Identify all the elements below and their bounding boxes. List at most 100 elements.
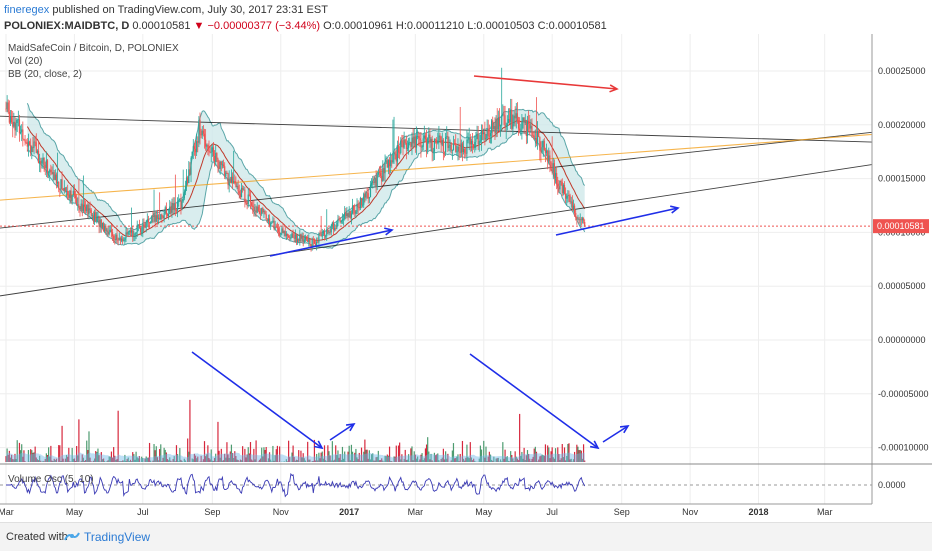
candle-body <box>395 152 396 154</box>
candle-body <box>212 147 213 152</box>
candle-body <box>349 211 350 217</box>
candle-body <box>275 227 276 229</box>
candle-body <box>334 228 335 230</box>
candle-body <box>241 188 242 197</box>
candle-body <box>91 210 92 216</box>
candle-body <box>576 217 577 219</box>
candle-body <box>220 162 221 169</box>
candle-body <box>188 169 189 183</box>
candle-body <box>484 132 485 139</box>
candle-body <box>584 222 585 226</box>
candle-body <box>561 181 562 182</box>
y-tick-label: 0.00000000 <box>878 335 926 345</box>
chart-header: fineregex published on TradingView.com, … <box>0 0 932 34</box>
candle-body <box>343 219 344 220</box>
candle-body <box>469 138 470 140</box>
candle-body <box>28 142 29 147</box>
candle-body <box>36 142 37 153</box>
candle-body <box>550 163 551 170</box>
tradingview-brand-link[interactable]: TradingView <box>84 530 150 544</box>
candle-body <box>381 176 382 181</box>
candle-body <box>295 234 296 238</box>
candle-body <box>333 222 334 229</box>
candle-body <box>23 139 24 140</box>
candle-body <box>323 231 324 233</box>
candle-body <box>541 147 542 152</box>
candle-body <box>389 160 390 166</box>
candle-body <box>50 170 51 172</box>
candle-body <box>243 190 244 191</box>
candle-body <box>107 231 108 235</box>
candle-body <box>11 117 12 122</box>
candle-body <box>513 116 514 125</box>
candle-body <box>456 151 457 152</box>
candle-body <box>252 206 253 207</box>
candle-body <box>27 142 28 146</box>
candle-body <box>548 155 549 161</box>
candle-body <box>113 236 114 239</box>
candle-body <box>257 207 258 213</box>
candle-body <box>186 177 187 186</box>
candle-body <box>205 140 206 147</box>
publisher-link[interactable]: fineregex <box>4 4 49 16</box>
candle-body <box>340 220 341 222</box>
candle-body <box>96 216 97 221</box>
candle-body <box>251 202 252 205</box>
x-tick-label: Sep <box>204 507 220 517</box>
candle-body <box>227 173 228 185</box>
candle-body <box>524 118 525 123</box>
candle-body <box>573 206 574 210</box>
candle-body <box>18 119 19 120</box>
candle-body <box>531 126 532 135</box>
candle-body <box>499 118 500 126</box>
candle-body <box>393 152 394 155</box>
candle-body <box>404 140 405 148</box>
candle-body <box>137 226 138 232</box>
candle-body <box>49 170 50 172</box>
candle-body <box>419 138 420 140</box>
candle-body <box>176 210 177 211</box>
candle-body <box>105 226 106 231</box>
candle-body <box>543 141 544 147</box>
candle-body <box>261 208 262 214</box>
candle-body <box>568 195 569 196</box>
candle-body <box>526 120 527 136</box>
candle-body <box>418 136 419 138</box>
candle-body <box>61 179 62 189</box>
candle-body <box>537 131 538 143</box>
candle-body <box>17 120 18 123</box>
candle-body <box>384 162 385 173</box>
candle-body <box>441 137 442 145</box>
candle-body <box>106 231 107 232</box>
candle-body <box>503 114 504 115</box>
candle-body <box>458 147 459 152</box>
candle-body <box>453 143 454 150</box>
candle-body <box>120 238 121 241</box>
candle-body <box>269 219 270 226</box>
candle-body <box>390 160 391 166</box>
candle-body <box>267 219 268 221</box>
candle-body <box>90 208 91 209</box>
candle-body <box>166 207 167 214</box>
candle-body <box>30 145 31 152</box>
candle-body <box>47 160 48 172</box>
candle-body <box>75 196 76 199</box>
candle-body <box>238 186 239 191</box>
created-with-text: Created with <box>6 531 68 543</box>
candle-body <box>21 129 22 132</box>
candle-body <box>335 228 336 229</box>
candle-body <box>135 232 136 234</box>
candle-body <box>446 136 447 137</box>
candle-body <box>529 124 530 129</box>
candle-body <box>400 140 401 152</box>
candle-body <box>279 232 280 235</box>
candle-body <box>13 122 14 127</box>
candle-body <box>310 244 311 246</box>
candle-body <box>244 190 245 202</box>
candle-body <box>262 208 263 212</box>
candle-body <box>435 139 436 140</box>
candle-body <box>324 231 325 236</box>
candle-body <box>38 151 39 163</box>
